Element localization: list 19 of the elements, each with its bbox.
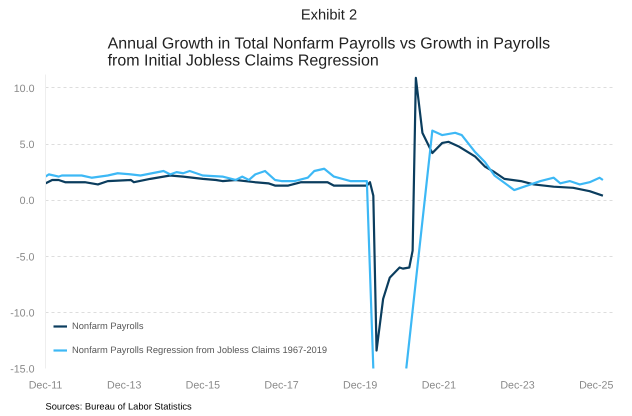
x-tick-label: Dec-11	[28, 380, 62, 392]
legend-label: Nonfarm Payrolls	[72, 321, 144, 331]
source-note: Sources: Bureau of Labor Statistics	[46, 402, 192, 412]
y-tick-label: -10.0	[10, 307, 35, 320]
x-tick-label: Dec-17	[264, 380, 299, 392]
x-tick-label: Dec-25	[579, 380, 614, 392]
chart-title: Exhibit 2	[300, 8, 358, 24]
x-tick-label: Dec-23	[500, 380, 535, 392]
x-tick-label: Dec-21	[422, 380, 456, 392]
y-tick-label: -5.0	[16, 251, 35, 264]
y-tick-label: 10.0	[14, 82, 35, 95]
x-tick-label: Dec-13	[107, 380, 142, 392]
y-tick-label: 5.0	[20, 139, 35, 152]
legend-label: Nonfarm Payrolls Regression from Jobless Claims 1967-2019	[72, 345, 328, 355]
x-tick-label: Dec-19	[343, 380, 378, 392]
x-tick-label: Dec-15	[186, 380, 220, 392]
y-tick-label: -15.0	[10, 364, 35, 376]
y-tick-label: 0.0	[20, 195, 35, 208]
chart-subtitle: Annual Growth in Total Nonfarm Payrolls vs Growth in Payrolls from Initial Jobless Claims Regression	[108, 36, 550, 70]
